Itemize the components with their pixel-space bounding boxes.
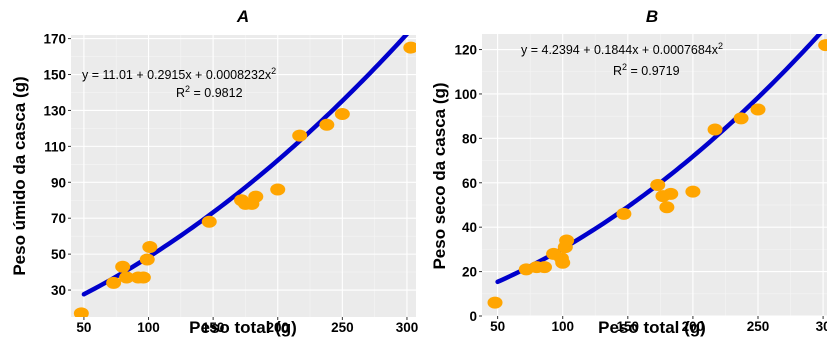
data-point-a [334,108,350,121]
data-point-a [142,240,158,253]
equation-b: y = 4.2394 + 0.1844x + 0.0007684x2 [521,41,723,57]
x-tick-label-a: 200 [266,320,289,335]
equation-a-exp: 2 [271,66,276,76]
x-tick-label-b: 250 [747,319,770,334]
y-tick-label-a: 70 [51,211,66,226]
data-point-b [559,234,575,247]
r-squared-b: R2 = 0.9719 [613,62,680,78]
r-squared-a-label: R [176,86,185,100]
grid-a [71,35,416,317]
panel-title-b: B [646,7,658,26]
y-tick-label-a: 90 [51,175,66,190]
x-axis-title-a: Peso total (g) [189,318,297,337]
points-b [487,39,827,309]
points-a [73,41,416,317]
r-squared-a-value: = 0.9812 [190,86,243,100]
data-point-a [139,253,155,266]
y-tick-label-a: 170 [43,32,66,47]
y-tick-label-a: 50 [51,247,66,262]
data-point-a [201,215,217,228]
y-tick-label-b: 60 [462,176,477,191]
data-point-a [248,190,264,203]
x-tick-label-a: 300 [396,320,419,335]
y-tick-label-b: 120 [454,43,477,58]
x-tick-label-a: 50 [76,320,91,335]
y-tick-label-b: 100 [454,87,477,102]
data-point-b [536,261,552,274]
data-point-b [555,256,571,269]
ticks-a: 50 100 150 200 250 300 30 50 70 90 110 130 150 170 [43,32,418,335]
y-tick-label-b: 20 [462,265,477,280]
r-squared-b-value: = 0.9719 [627,64,680,78]
data-point-b [487,296,503,309]
data-point-b [616,207,632,220]
data-point-a [292,129,308,142]
data-point-b [650,178,666,191]
data-point-a [319,118,335,131]
data-point-a [403,41,416,54]
data-point-b [750,103,766,116]
y-tick-label-a: 130 [43,103,66,118]
x-tick-label-b: 100 [551,319,574,334]
fit-curve-a [81,35,409,297]
x-tick-label-b: 30 [816,319,827,334]
data-point-a [119,271,135,284]
y-tick-label-a: 30 [51,283,66,298]
equation-b-main: y = 4.2394 + 0.1844x + 0.0007684x [521,43,719,57]
panel-title-a: A [236,7,249,26]
data-point-a [106,276,122,289]
x-tick-label-b: 200 [682,319,705,334]
x-tick-label-a: 250 [331,320,354,335]
data-point-a [270,183,286,196]
equation-a: y = 11.01 + 0.2915x + 0.0008232x2 [82,66,276,82]
x-tick-label-a: 150 [202,320,225,335]
equation-b-exp: 2 [718,41,723,51]
y-tick-label-b: 80 [462,131,477,146]
x-tick-label-a: 100 [137,320,160,335]
data-point-a [115,260,131,273]
y-tick-label-a: 150 [43,68,66,83]
data-point-b [707,123,723,136]
y-tick-label-a: 110 [44,139,66,154]
r-squared-b-exp: 2 [622,62,627,72]
x-tick-label-b: 150 [617,319,640,334]
r-squared-b-label: R [613,64,622,78]
data-point-a [135,271,151,284]
fit-curve-a-group [81,35,409,297]
r-squared-a: R2 = 0.9812 [176,84,243,100]
r-squared-a-exp: 2 [185,84,190,94]
data-point-b [663,187,679,200]
data-point-a [73,307,89,317]
x-axis-title-b: Peso total (g) [598,318,706,337]
y-tick-label-b: 40 [462,220,477,235]
data-point-b [659,201,675,214]
equation-a-main: y = 11.01 + 0.2915x + 0.0008232x [82,68,272,82]
data-point-b [685,185,701,198]
y-tick-label-b: 0 [469,309,477,324]
y-axis-title-a: Peso úmido da casca (g) [10,76,29,275]
y-axis-title-b: Peso seco da casca (g) [430,82,449,269]
data-point-b [818,39,827,52]
data-point-b [733,112,749,125]
x-tick-label-b: 50 [490,319,505,334]
